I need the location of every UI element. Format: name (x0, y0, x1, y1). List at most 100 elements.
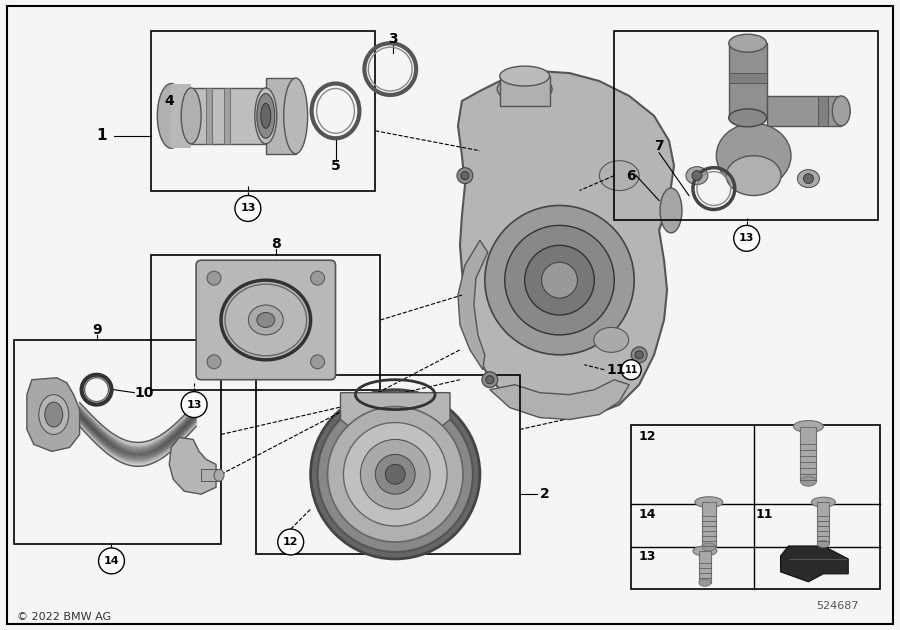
Ellipse shape (716, 123, 791, 188)
Text: 10: 10 (135, 386, 154, 399)
Polygon shape (780, 546, 848, 582)
Circle shape (635, 351, 644, 359)
Text: © 2022 BMW AG: © 2022 BMW AG (17, 612, 111, 622)
Ellipse shape (693, 546, 716, 556)
Ellipse shape (817, 541, 829, 547)
Bar (729, 73, 767, 83)
Ellipse shape (686, 167, 708, 185)
Circle shape (99, 548, 124, 574)
Bar (767, 96, 842, 126)
Ellipse shape (726, 156, 781, 195)
Bar (631, 425, 880, 589)
Text: 12: 12 (283, 537, 299, 547)
Text: 13: 13 (186, 399, 202, 410)
Circle shape (505, 226, 615, 335)
Circle shape (310, 271, 325, 285)
Ellipse shape (695, 496, 723, 508)
Bar (699, 551, 711, 583)
Circle shape (318, 397, 472, 552)
Ellipse shape (498, 75, 552, 103)
Bar (14, 340, 221, 544)
Bar (256, 375, 519, 554)
Ellipse shape (800, 476, 816, 486)
Ellipse shape (812, 497, 835, 507)
Ellipse shape (729, 34, 767, 52)
Polygon shape (340, 392, 450, 437)
Text: 7: 7 (654, 139, 664, 152)
Ellipse shape (39, 394, 68, 435)
Circle shape (235, 195, 261, 221)
Polygon shape (458, 240, 488, 370)
Circle shape (328, 406, 463, 542)
Text: 1: 1 (96, 129, 107, 143)
Circle shape (486, 375, 494, 384)
Bar (171, 84, 191, 148)
Ellipse shape (214, 469, 224, 481)
Ellipse shape (181, 88, 201, 144)
Bar (201, 469, 219, 481)
Circle shape (278, 529, 303, 555)
Ellipse shape (45, 402, 63, 427)
Text: 14: 14 (104, 556, 120, 566)
Bar (500, 76, 550, 106)
Polygon shape (169, 437, 216, 494)
Bar (818, 96, 828, 126)
Bar (206, 88, 212, 144)
Bar (729, 43, 767, 118)
Bar (817, 502, 829, 544)
Circle shape (621, 360, 641, 380)
Ellipse shape (797, 169, 819, 188)
Polygon shape (490, 380, 629, 420)
Circle shape (461, 171, 469, 180)
Ellipse shape (594, 328, 629, 352)
Circle shape (485, 205, 634, 355)
Circle shape (310, 355, 325, 369)
Text: 11: 11 (756, 508, 773, 520)
Text: 9: 9 (92, 323, 102, 337)
Circle shape (525, 245, 594, 315)
Ellipse shape (794, 421, 824, 432)
Text: 11: 11 (625, 365, 638, 375)
Ellipse shape (284, 78, 308, 154)
Bar (151, 32, 375, 190)
Text: 4: 4 (165, 94, 174, 108)
Circle shape (457, 168, 472, 183)
Ellipse shape (158, 84, 185, 148)
Circle shape (482, 372, 498, 387)
Bar (800, 427, 816, 481)
Circle shape (804, 174, 814, 183)
Text: 11: 11 (607, 363, 626, 377)
Ellipse shape (255, 88, 277, 144)
Text: 12: 12 (638, 430, 656, 443)
Bar (266, 78, 296, 154)
Bar (151, 255, 381, 390)
Text: 3: 3 (389, 32, 398, 46)
Bar (702, 502, 716, 547)
Circle shape (207, 271, 221, 285)
Text: 13: 13 (240, 203, 256, 214)
Ellipse shape (832, 96, 850, 126)
Text: 524687: 524687 (815, 601, 859, 610)
Ellipse shape (699, 580, 711, 587)
Ellipse shape (729, 109, 767, 127)
Circle shape (310, 390, 480, 559)
FancyBboxPatch shape (196, 260, 336, 380)
Circle shape (692, 171, 702, 181)
Text: 13: 13 (638, 551, 656, 563)
Bar (191, 88, 266, 144)
Ellipse shape (256, 312, 274, 328)
Text: 2: 2 (540, 487, 550, 501)
Ellipse shape (599, 161, 639, 190)
Text: 13: 13 (739, 233, 754, 243)
Circle shape (385, 464, 405, 484)
Ellipse shape (660, 188, 682, 233)
Ellipse shape (248, 305, 284, 335)
Ellipse shape (702, 543, 716, 551)
Circle shape (181, 392, 207, 418)
Text: 14: 14 (638, 508, 656, 520)
Circle shape (734, 226, 760, 251)
Text: 6: 6 (626, 169, 635, 183)
Bar (615, 32, 878, 220)
Ellipse shape (500, 66, 550, 86)
Ellipse shape (256, 93, 274, 138)
